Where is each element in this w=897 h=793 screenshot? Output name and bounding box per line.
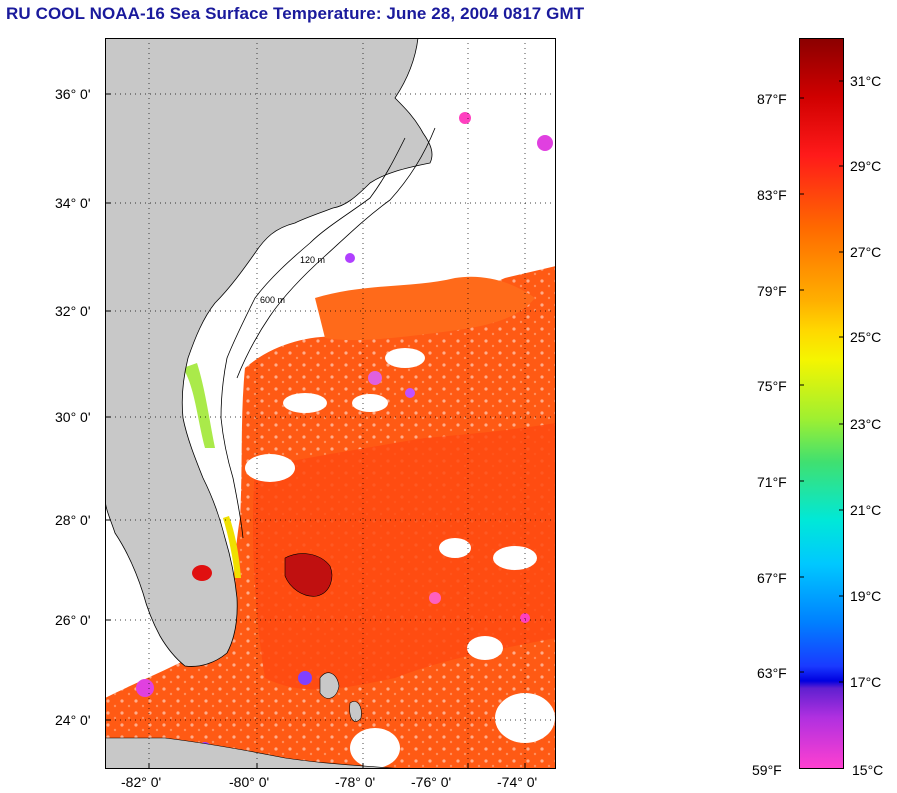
land-mass	[105, 38, 433, 667]
lon-label-80: -80° 0'	[229, 774, 270, 790]
cbar-c-25: 25°C	[850, 329, 882, 345]
cbar-f-83: 83°F	[757, 187, 787, 203]
cbar-f-79: 79°F	[757, 283, 787, 299]
lat-label-34: 34° 0'	[55, 195, 91, 211]
cbar-c-17: 17°C	[850, 674, 882, 690]
map-ticks	[105, 93, 526, 769]
depth-contours	[220, 127, 436, 539]
sst-nearshore-yellow	[223, 516, 241, 578]
sst-map: 120 m 600 m	[105, 38, 556, 769]
lon-label-82: -82° 0'	[121, 774, 162, 790]
cbar-c-19: 19°C	[850, 588, 882, 604]
lat-label-26: 26° 0'	[55, 612, 91, 628]
lat-label-28: 28° 0'	[55, 512, 91, 528]
graticule	[105, 38, 556, 769]
lat-label-24: 24° 0'	[55, 712, 91, 728]
cbar-f-59: 59°F	[752, 762, 782, 778]
cbar-c-23: 23°C	[850, 416, 882, 432]
temperature-colorbar	[799, 38, 844, 769]
cbar-f-67: 67°F	[757, 570, 787, 586]
lat-label-36: 36° 0'	[55, 86, 91, 102]
cbar-c-15: 15°C	[852, 762, 884, 778]
sst-warm-core	[253, 423, 556, 690]
bahamas-islands	[284, 553, 362, 722]
lon-label-76: -76° 0'	[411, 774, 452, 790]
cbar-f-63: 63°F	[757, 665, 787, 681]
page-title: RU COOL NOAA-16 Sea Surface Temperature:…	[6, 4, 585, 23]
lat-label-32: 32° 0'	[55, 303, 91, 319]
lon-label-74: -74° 0'	[497, 774, 538, 790]
cbar-c-29: 29°C	[850, 158, 882, 174]
cbar-c-31: 31°C	[850, 73, 882, 89]
cbar-f-71: 71°F	[757, 474, 787, 490]
sst-nearshore-cool	[183, 363, 215, 448]
contour-label-120: 120 m	[300, 255, 325, 265]
lon-label-78: -78° 0'	[335, 774, 376, 790]
cbar-c-21: 21°C	[850, 502, 882, 518]
contour-label-600: 600 m	[260, 295, 285, 305]
map-frame	[105, 38, 556, 769]
sst-north-patch	[315, 276, 535, 341]
cbar-c-27: 27°C	[850, 244, 882, 260]
cbar-f-87: 87°F	[757, 91, 787, 107]
cbar-f-75: 75°F	[757, 378, 787, 394]
lat-label-30: 30° 0'	[55, 409, 91, 425]
lake-okeechobee	[192, 565, 212, 581]
